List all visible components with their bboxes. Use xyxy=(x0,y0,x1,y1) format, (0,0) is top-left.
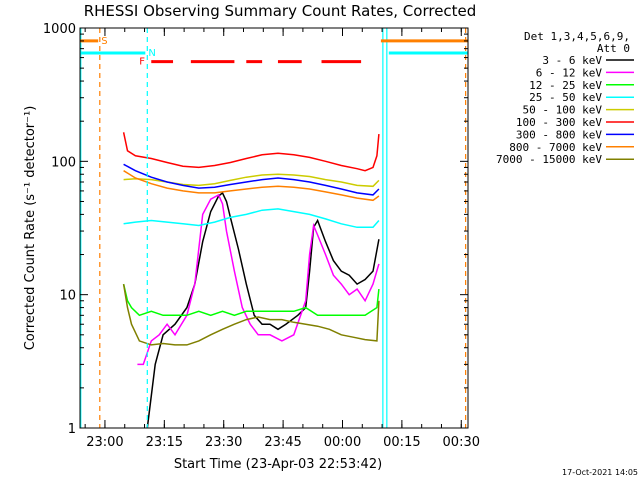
flag-s-label: S xyxy=(101,36,107,47)
x-tick-label-5: 00:15 xyxy=(383,435,420,450)
series-line-3 xyxy=(123,208,380,229)
y-tick-label-3: 1000 xyxy=(43,22,76,37)
series-line-1 xyxy=(137,193,380,366)
x-axis-label: Start Time (23-Apr-03 22:53:42) xyxy=(174,457,382,472)
legend-label-5: 100 - 300 keV xyxy=(516,116,602,129)
flag-n-label: N xyxy=(148,48,155,59)
plot-overlays: S NF xyxy=(80,28,468,428)
axes: 1 10 100 1000 23:00 23:15 23:30 23:45 00:00 00:15… xyxy=(43,22,480,450)
chart-title: RHESSI Observing Summary Count Rates, Co… xyxy=(84,2,477,20)
x-tick-label-6: 00:30 xyxy=(443,435,480,450)
legend-label-0: 3 - 6 keV xyxy=(542,54,602,67)
x-tick-label-2: 23:30 xyxy=(205,435,242,450)
series-line-6 xyxy=(123,163,380,196)
legend-label-7: 800 - 7000 keV xyxy=(509,141,602,154)
series-line-5 xyxy=(122,132,380,172)
legend-label-1: 6 - 12 keV xyxy=(536,66,603,79)
series-line-7 xyxy=(123,170,380,202)
x-tick-label-4: 00:00 xyxy=(324,435,361,450)
timestamp-label: 17-Oct-2021 14:05 xyxy=(562,468,638,477)
series-line-2 xyxy=(122,283,380,317)
x-tick-label-3: 23:45 xyxy=(264,435,301,450)
y-tick-label-0: 1 xyxy=(68,422,76,437)
legend-header-0: Det 1,3,4,5,6,9, xyxy=(524,30,630,43)
legend-header-1: Att 0 xyxy=(597,42,630,55)
x-tick-label-0: 23:00 xyxy=(86,435,123,450)
plot-series xyxy=(122,132,380,429)
legend-label-4: 50 - 100 keV xyxy=(523,104,603,117)
series-line-8 xyxy=(122,283,380,346)
y-axis-label: Corrected Count Rate (s⁻¹ detector⁻¹) xyxy=(23,106,38,351)
x-tick-label-1: 23:15 xyxy=(146,435,183,450)
flag-f-label: F xyxy=(139,57,145,68)
y-tick-label-1: 10 xyxy=(59,289,76,304)
legend-label-2: 12 - 25 keV xyxy=(529,79,602,92)
legend-label-3: 25 - 50 keV xyxy=(529,91,602,104)
legend-label-8: 7000 - 15000 keV xyxy=(496,153,602,166)
legend-label-6: 300 - 800 keV xyxy=(516,128,602,141)
y-tick-label-2: 100 xyxy=(51,155,76,170)
plot-frame xyxy=(79,27,469,429)
